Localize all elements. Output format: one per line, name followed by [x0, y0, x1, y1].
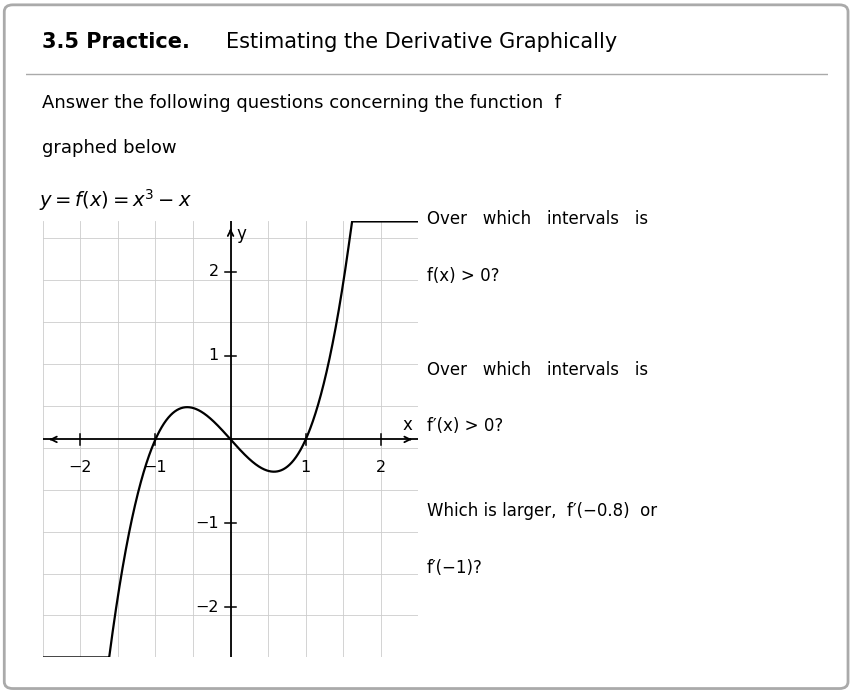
Text: −2: −2: [68, 460, 92, 475]
Text: 2: 2: [208, 264, 218, 280]
Text: x: x: [402, 416, 412, 434]
Text: f′(−1)?: f′(−1)?: [426, 558, 482, 576]
Text: Over   which   intervals   is: Over which intervals is: [426, 361, 647, 379]
Text: Over   which   intervals   is: Over which intervals is: [426, 210, 647, 228]
Text: 1: 1: [208, 348, 218, 363]
Text: −2: −2: [194, 599, 218, 614]
Text: Which is larger,  f′(−0.8)  or: Which is larger, f′(−0.8) or: [426, 502, 656, 520]
Text: graphed below: graphed below: [42, 139, 176, 157]
Text: f(x) > 0?: f(x) > 0?: [426, 267, 499, 285]
Text: −1: −1: [194, 516, 218, 531]
Text: $y = f(x) = x^3 - x$: $y = f(x) = x^3 - x$: [38, 188, 191, 213]
Text: 1: 1: [300, 460, 310, 475]
Text: f′(x) > 0?: f′(x) > 0?: [426, 417, 502, 435]
Text: y: y: [236, 225, 246, 243]
Text: 3.5 Practice.: 3.5 Practice.: [42, 32, 189, 52]
Text: Estimating the Derivative Graphically: Estimating the Derivative Graphically: [226, 32, 617, 52]
Text: −1: −1: [143, 460, 167, 475]
Text: 2: 2: [375, 460, 386, 475]
Text: Answer the following questions concerning the function  f: Answer the following questions concernin…: [42, 94, 560, 112]
